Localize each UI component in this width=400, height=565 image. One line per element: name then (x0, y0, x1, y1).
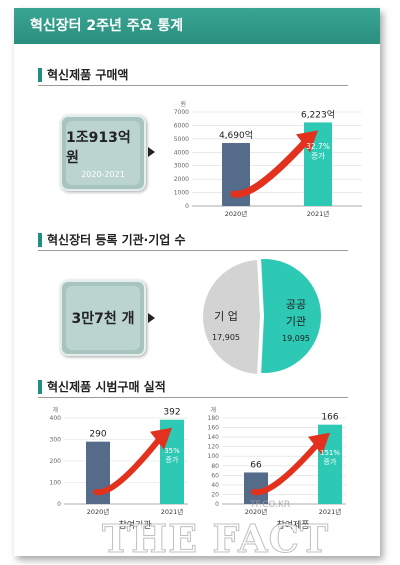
y-tick-label: 3000 (174, 163, 189, 170)
stat-value-registration: 3만7천 개 (71, 311, 135, 327)
growth-percent-label: 32.7% (306, 142, 330, 151)
y-tick-label: 60 (211, 472, 219, 479)
arrow-right-icon (148, 313, 155, 323)
watermark-logo: THE FACT (101, 516, 330, 557)
x-tick-label: 2021년 (319, 507, 342, 516)
y-tick-label: 160 (208, 425, 220, 432)
x-tick-label: 2020년 (225, 209, 248, 218)
page-title: 혁신장터 2주년 주요 통계 (14, 8, 380, 44)
growth-percent-label: 151% (320, 449, 340, 457)
growth-arrowhead-icon (150, 427, 172, 450)
section-heading-trial: 혁신제품 시범구매 실적 (38, 378, 348, 398)
y-tick-label: 2000 (174, 176, 189, 183)
y-tick-label: 100 (208, 453, 220, 460)
y-unit-label: 개 (210, 406, 216, 414)
y-tick-label: 7000 (174, 109, 189, 116)
y-tick-label: 6000 (174, 122, 189, 129)
growth-percent-label: 35% (164, 447, 180, 455)
growth-text-label: 증가 (166, 455, 179, 464)
y-tick-label: 5000 (174, 136, 189, 143)
value-label: 290 (89, 430, 106, 440)
stat-box-purchase: 1조913억 원 2020-2021 (60, 115, 146, 191)
chart-caption: 참여제품 (276, 519, 309, 531)
x-tick-label: 2020년 (245, 507, 268, 516)
growth-text-label: 증가 (324, 457, 337, 466)
growth-arrow-icon (93, 437, 161, 496)
stat-value-purchase: 1조913억 원 (66, 130, 131, 166)
y-tick-label: 180 (208, 415, 220, 422)
y-tick-label: 40 (211, 482, 219, 489)
chart-purchase-amount: 원 0 1000 2000 3000 4000 5000 6000 7000 4,690억 2020… (174, 100, 362, 218)
y-tick-label: 0 (185, 203, 189, 210)
value-label: 392 (163, 408, 180, 418)
value-label: 166 (321, 413, 338, 423)
growth-text-label: 증가 (311, 152, 325, 161)
growth-arrowhead-icon (296, 130, 318, 153)
pie-label-public-line2: 기관 (286, 315, 306, 328)
growth-arrowhead-icon (308, 432, 330, 455)
y-tick-label: 200 (50, 458, 62, 465)
pie-slice-companies (203, 260, 260, 374)
chart-trial-products: 개 0 20 40 60 80 100 120 140 160 180 66 2020년 166 2021년… (208, 406, 346, 531)
y-unit-label: 원 (180, 100, 186, 108)
section-heading-purchase: 혁신제품 구매액 (38, 66, 348, 86)
chart-caption: 참여기관 (118, 519, 151, 531)
x-tick-label: 2020년 (87, 507, 110, 516)
y-tick-label: 4000 (174, 149, 189, 156)
value-label: 4,690억 (219, 129, 253, 141)
y-tick-label: 120 (208, 444, 220, 451)
pie-slice-public-institutions (261, 259, 322, 373)
stat-sub-purchase: 2020-2021 (81, 170, 125, 179)
infographic-card: 혁신장터 2주년 주요 통계 혁신제품 구매액 1조913억 원 2020-20… (14, 8, 380, 556)
y-tick-label: 20 (211, 491, 219, 498)
y-tick-label: 80 (211, 463, 219, 470)
stat-box-registration: 3만7천 개 (60, 280, 146, 356)
watermark-url: TF.CO.KR (250, 500, 291, 510)
pie-label-public: 공공 (286, 298, 306, 311)
section-heading-registration: 혁신장터 등록 기관·기업 수 (38, 231, 348, 251)
x-tick-label: 2021년 (161, 507, 184, 516)
y-tick-label: 0 (215, 501, 219, 508)
y-unit-label: 개 (52, 406, 58, 414)
pie-label-companies: 기 업 (214, 310, 238, 323)
arrow-right-icon (148, 147, 155, 157)
y-tick-label: 100 (50, 480, 62, 487)
growth-arrow-icon (230, 139, 308, 198)
y-tick-label: 1000 (174, 190, 189, 197)
pie-value-public: 19,095 (282, 334, 310, 343)
growth-arrow-icon (251, 442, 319, 496)
y-tick-label: 140 (208, 434, 220, 441)
y-tick-label: 300 (50, 437, 62, 444)
y-tick-label: 0 (57, 501, 61, 508)
pie-value-companies: 17,905 (212, 333, 240, 342)
x-tick-label: 2021년 (307, 209, 330, 218)
value-label: 6,223억 (301, 108, 335, 120)
y-tick-label: 400 (50, 415, 62, 422)
value-label: 66 (250, 460, 262, 470)
